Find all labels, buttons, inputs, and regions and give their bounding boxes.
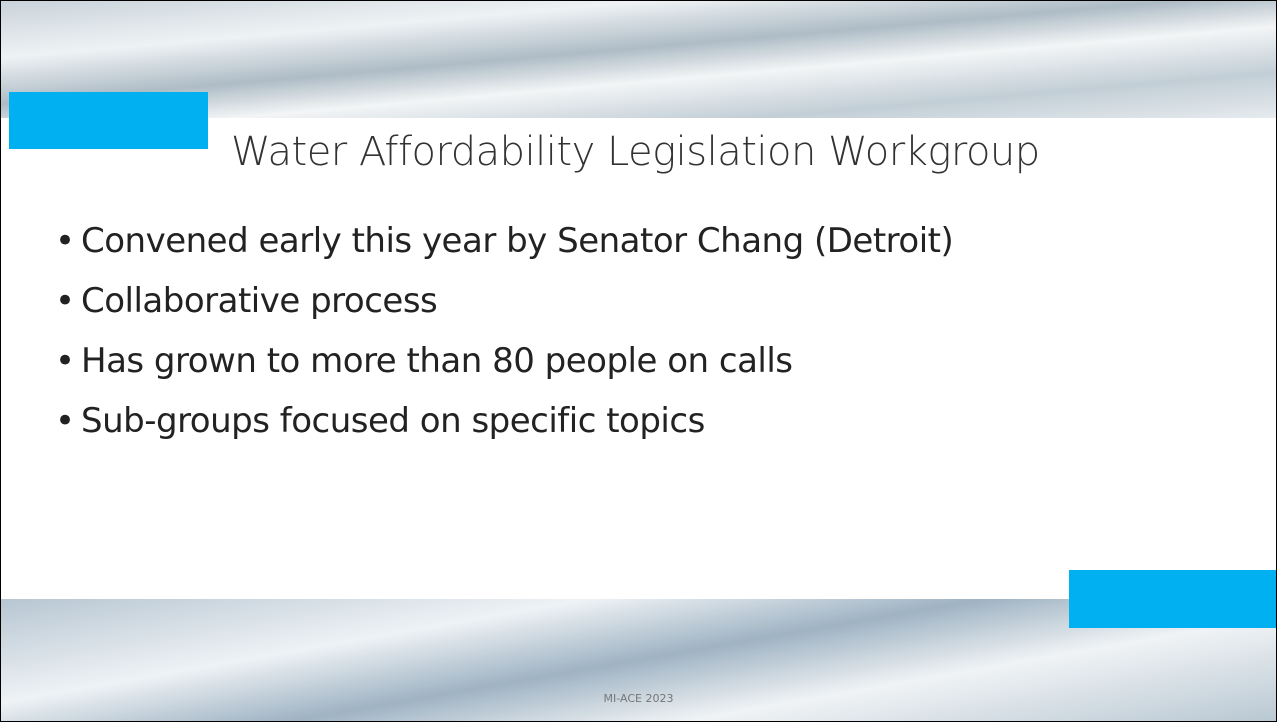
bullet-list: Convened early this year by Senator Chan… [81, 211, 954, 451]
bullet: Collaborative process [81, 271, 953, 331]
footer: MI-ACE 2023 [603, 692, 674, 705]
bullet: Sub-groups focused on specific topics [81, 391, 953, 451]
accent-bar [9, 92, 208, 149]
water-image [1, 1, 1276, 118]
water-image [1, 599, 1276, 721]
bullet: Convened early this year by Senator Chan… [81, 211, 954, 271]
accent-bar [1069, 570, 1276, 628]
slide-title: Water Affordability Legislation Workgrou… [231, 129, 1040, 175]
bullet: Has grown to more than 80 people on call… [81, 331, 953, 391]
